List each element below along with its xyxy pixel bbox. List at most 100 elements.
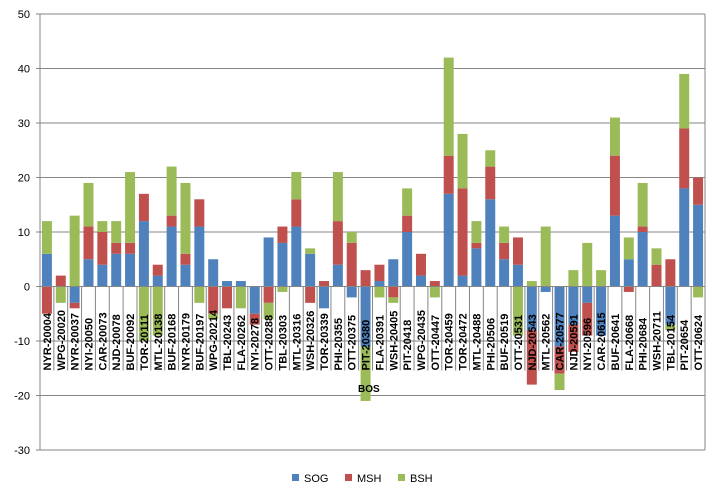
bar-msh [166,215,177,227]
bar-sog [346,286,357,298]
bar-sog [83,259,94,287]
x-tick-label: BUF-20168 [167,314,179,371]
bar-sog [41,253,52,287]
x-tick-label: NYR-20037 [70,313,82,370]
x-tick-label: WSH-20326 [305,311,317,371]
bar-bsh [125,172,136,243]
bar-bsh [166,166,177,216]
bar-sog [471,248,482,287]
legend-swatch-sog [292,474,299,481]
x-tick-label: PIT-20654 [679,319,691,371]
bar-sog [332,264,343,287]
x-tick-label: WSH-20405 [388,311,400,371]
legend: SOG MSH BSH [292,473,433,485]
y-tick-label: -10 [14,336,30,348]
x-tick-label: WPG-20435 [416,310,428,371]
x-tick-label: BUF-20519 [499,314,511,371]
x-tick-label: OTT-20375 [347,315,359,371]
bar-sog [665,286,676,325]
x-tick-label: BUF-20092 [125,314,137,371]
bar-sog [623,259,634,287]
bar-msh [291,199,302,227]
bar-bsh [138,286,149,341]
bar-msh [416,253,426,276]
bar-bsh [277,286,288,292]
bar-sog [540,286,551,292]
bar-msh [457,188,468,276]
bar-bsh [111,221,122,243]
bar-bsh [665,324,676,331]
bar-msh [499,242,510,260]
bar-bsh [429,286,440,298]
bar-sog [291,226,302,287]
y-tick-label: 10 [18,227,30,239]
bar-bsh [55,286,66,303]
x-axis-labels: NYR-20004 WPG-20020 NYR-20037 NYI-20050 CAR-… [39,286,706,371]
bar-sog [499,259,510,287]
x-tick-label: NJD-20078 [111,314,123,370]
bar-bsh [443,57,454,156]
bar-msh [319,281,329,287]
bar-msh [651,264,662,287]
bar-sog [166,226,177,287]
annotation-bos: BOS [358,384,380,395]
bar-msh [485,166,496,200]
bar-msh [97,232,108,265]
bar-bsh [582,242,593,287]
bar-msh [554,346,565,374]
y-tick-label: 0 [24,282,30,294]
bar-sog [125,253,136,287]
bars [41,57,704,401]
y-tick-label: -20 [14,391,30,403]
x-tick-label: NJD-20543 [527,314,539,370]
x-tick-label: MTL-20562 [541,314,553,371]
bar-sog [457,275,468,287]
bar-msh [693,177,704,205]
bar-sog [319,286,329,309]
y-tick-label: 40 [18,64,30,76]
bar-bsh [457,133,468,189]
x-tick-label: WPG-20020 [56,310,68,371]
y-tick-label: 20 [18,173,30,185]
x-tick-label: NYI-20596 [582,318,594,371]
bar-sog [263,237,274,287]
bar-sog [97,264,108,287]
bar-bsh [83,182,94,227]
bar-bsh [346,232,357,243]
x-tick-label: PIT-20418 [402,320,414,371]
bar-msh [512,237,523,265]
legend-swatch-msh [345,474,352,481]
bar-msh [623,286,634,292]
bar-bsh [180,182,191,254]
x-tick-label: MTL-20138 [153,314,165,371]
bar-sog [554,286,565,347]
bar-msh [429,281,440,287]
x-tick-label: TOR-20339 [319,313,331,370]
bar-bsh [693,286,704,298]
legend-label: MSH [357,473,382,485]
x-tick-label: FLA-20391 [374,315,386,371]
bar-bsh [402,188,413,216]
bar-msh [360,270,371,287]
bar-bsh [41,221,52,254]
bar-sog [388,259,399,287]
bar-bsh [596,270,607,287]
bar-msh [471,242,482,249]
bar-msh [374,264,385,282]
bar-bsh [554,373,565,391]
bar-bsh [332,172,343,222]
bar-sog [180,264,191,287]
bar-sog [679,188,690,287]
bar-msh [180,253,191,265]
bar-bsh [540,226,551,287]
bar-msh [194,199,205,227]
bar-bsh [609,117,620,156]
bar-sog [194,226,205,287]
y-tick-label: -30 [14,445,30,457]
bar-bsh [305,248,316,254]
bar-sog [138,221,149,287]
bar-bsh [568,270,579,287]
bar-bsh [374,286,385,298]
x-tick-label: PIT-20380 [361,320,373,371]
